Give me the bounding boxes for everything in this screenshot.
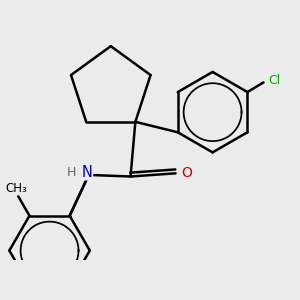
Text: N: N — [82, 165, 92, 180]
Text: Cl: Cl — [268, 74, 281, 87]
Text: CH₃: CH₃ — [6, 182, 28, 195]
Text: O: O — [182, 166, 192, 180]
Text: H: H — [66, 166, 76, 179]
